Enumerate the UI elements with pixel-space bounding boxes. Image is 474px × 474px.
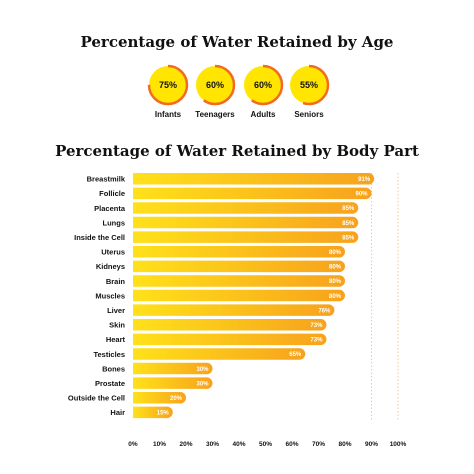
x-tick-label: 70%	[312, 441, 325, 448]
age-section-title: Percentage of Water Retained by Age	[80, 33, 394, 51]
age-item-teenagers: 60% Teenagers	[185, 63, 245, 119]
age-value: 60%	[254, 80, 272, 90]
chart-title: Percentage of Water Retained by Body Par…	[55, 142, 419, 160]
category-label: Brain	[106, 277, 126, 286]
x-tick-label: 30%	[206, 441, 219, 448]
value-label: 80%	[329, 279, 342, 285]
grid-layer	[371, 173, 399, 422]
bar	[133, 392, 186, 404]
x-tick-label: 90%	[365, 441, 378, 448]
bar	[133, 362, 213, 375]
age-gauge: 60%	[242, 64, 284, 106]
age-label: Teenagers	[195, 110, 235, 119]
category-label: Kidneys	[96, 262, 125, 271]
age-label: Adults	[250, 110, 276, 119]
bar	[133, 304, 335, 316]
category-label: Hair	[110, 408, 125, 417]
value-label: 80%	[329, 294, 342, 300]
age-gauge: 55%	[288, 64, 330, 106]
bar	[133, 348, 306, 360]
age-item-adults: 60% Adults	[233, 63, 293, 119]
x-tick-label: 40%	[232, 441, 245, 448]
category-label: Follicle	[99, 189, 125, 198]
age-value: 60%	[206, 80, 224, 90]
age-gauge: 75%	[147, 64, 189, 106]
age-label: Seniors	[294, 110, 324, 119]
category-label: Breastmilk	[87, 175, 126, 184]
age-circles-row: 75% Infants 60% Teenagers 60% Adults 55%…	[0, 0, 474, 130]
value-label: 80%	[329, 250, 342, 256]
x-axis: 0% 10% 20% 30% 40% 50% 60% 70% 80% 90% 100%	[128, 441, 406, 448]
value-label: 30%	[196, 367, 209, 373]
bar	[133, 187, 372, 200]
value-label: 91%	[358, 177, 371, 183]
bar	[133, 231, 359, 243]
x-tick-label: 100%	[390, 441, 407, 448]
x-tick-label: 10%	[153, 441, 166, 448]
bar	[133, 202, 359, 214]
bar-layer: Breastmilk 91% Follicle 90% Placenta 85% Lungs…	[68, 173, 375, 419]
value-label: 73%	[310, 338, 323, 344]
category-label: Prostate	[95, 379, 125, 388]
value-label: 30%	[196, 381, 209, 387]
category-label: Lungs	[103, 218, 126, 227]
category-label: Uterus	[101, 248, 125, 257]
bar	[133, 173, 375, 185]
x-tick-label: 60%	[285, 441, 298, 448]
bar	[133, 260, 345, 273]
bar	[133, 289, 345, 302]
category-label: Bones	[102, 364, 125, 373]
age-item-seniors: 55% Seniors	[279, 63, 339, 119]
age-gauge-ring	[288, 64, 330, 106]
bar	[133, 377, 213, 389]
category-label: Heart	[106, 335, 126, 344]
x-tick-label: 50%	[259, 441, 272, 448]
bar	[133, 275, 345, 287]
category-label: Liver	[107, 306, 125, 315]
bar	[133, 216, 359, 229]
x-tick-label: 80%	[338, 441, 351, 448]
value-label: 80%	[329, 265, 342, 271]
value-label: 85%	[342, 206, 355, 212]
age-label: Infants	[154, 110, 182, 119]
bar	[133, 246, 345, 258]
value-label: 76%	[318, 308, 331, 314]
category-label: Inside the Cell	[74, 233, 125, 242]
x-tick-label: 20%	[179, 441, 192, 448]
age-gauge: 60%	[194, 64, 236, 106]
bar	[133, 319, 327, 331]
x-tick-label: 0%	[128, 441, 138, 448]
age-item-infants: 75% Infants	[138, 63, 198, 119]
category-label: Outside the Cell	[68, 394, 125, 403]
age-gauge-ring	[242, 64, 284, 106]
value-label: 85%	[342, 221, 355, 227]
age-gauge-ring	[194, 64, 236, 106]
value-label: 20%	[170, 396, 183, 402]
bar	[133, 406, 173, 419]
value-label: 65%	[289, 352, 302, 358]
category-label: Testicles	[93, 350, 125, 359]
value-label: 90%	[355, 192, 368, 198]
value-label: 85%	[342, 235, 355, 241]
age-value: 75%	[159, 80, 177, 90]
age-gauge-ring	[147, 64, 189, 106]
bar	[133, 333, 327, 346]
value-label: 15%	[157, 411, 170, 417]
category-label: Muscles	[95, 291, 125, 300]
value-label: 73%	[310, 323, 323, 329]
category-label: Skin	[109, 321, 125, 330]
category-label: Placenta	[94, 204, 126, 213]
age-value: 55%	[300, 80, 318, 90]
